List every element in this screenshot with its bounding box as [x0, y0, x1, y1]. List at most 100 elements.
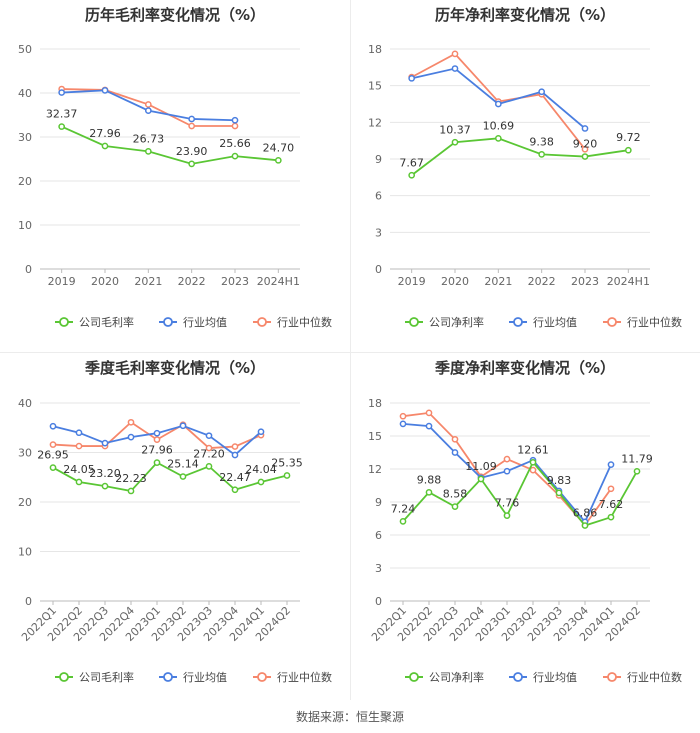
y-tick-label: 0: [25, 263, 32, 276]
series-line-company: [411, 137, 629, 176]
data-point-avg: [399, 420, 407, 428]
legend-label-median: 行业中位数: [627, 670, 682, 684]
data-label: 27.20: [193, 447, 225, 460]
data-point-company: [231, 152, 239, 160]
chart-panel-quarterly-net-margin: 季度净利率变化情况（%） 0 3 6 9 12 15 18 2022Q1 2022Q2 2022Q…: [350, 353, 700, 705]
data-point-avg: [205, 432, 213, 440]
data-label: 11.09: [465, 460, 497, 473]
legend-label-company: 公司毛利率: [79, 315, 134, 329]
data-point-company: [581, 153, 589, 160]
x-tick-label: 2021: [484, 275, 512, 288]
data-point-company: [205, 463, 213, 470]
data-point-median: [75, 442, 83, 450]
legend-label-avg: 行业均值: [533, 316, 577, 329]
legend-marker-avg: [513, 317, 523, 327]
legend-marker-avg: [163, 672, 173, 682]
data-point-median: [503, 455, 511, 463]
y-tick-label: 10: [18, 219, 32, 232]
data-point-avg: [607, 461, 615, 468]
data-point-company: [494, 134, 502, 142]
data-point-company: [49, 464, 57, 471]
data-point-avg: [538, 88, 546, 96]
y-tick-label: 3: [375, 226, 382, 239]
x-tick-label: 2021: [134, 275, 162, 288]
data-point-median: [144, 101, 152, 108]
data-point-median: [49, 441, 57, 448]
data-point-company: [188, 160, 196, 168]
data-label: 26.95: [37, 449, 69, 462]
data-point-avg: [101, 439, 109, 447]
data-point-company: [58, 123, 66, 130]
legend-marker-avg: [513, 672, 523, 682]
legend-marker-company: [409, 672, 419, 682]
data-label: 22.23: [115, 472, 147, 485]
chart-panel-annual-gross-margin: 历年毛利率变化情况（%） 0 10 20 30 40 50 2019 2020 2021 2022…: [0, 0, 350, 352]
data-label: 7.67: [399, 156, 424, 169]
chart-svg: 0 3 6 9 12 15 18 2019 2020 2021 2022 2023 2024H1 7.67…: [368, 43, 682, 329]
series-line-company: [61, 125, 279, 165]
data-label: 25.14: [167, 458, 199, 471]
legend-marker-avg: [163, 317, 173, 327]
data-point-median: [451, 435, 459, 443]
series-line-company: [402, 460, 638, 527]
data-point-company: [451, 503, 459, 510]
data-point-company: [153, 459, 161, 466]
y-tick-label: 0: [25, 595, 32, 608]
data-label: 9.72: [616, 131, 641, 144]
y-tick-label: 6: [375, 529, 382, 542]
data-point-median: [529, 466, 537, 474]
data-point-avg: [494, 100, 502, 108]
legend-label-avg: 行业均值: [183, 671, 227, 684]
data-label: 32.37: [46, 108, 78, 121]
data-label: 9.38: [529, 135, 554, 148]
x-tick-label: 2024H1: [607, 275, 650, 288]
data-point-avg: [231, 116, 239, 124]
data-point-avg: [127, 433, 135, 441]
chart-title: 历年毛利率变化情况（%）: [84, 6, 266, 24]
data-label: 7.76: [495, 497, 520, 510]
data-point-avg: [49, 422, 57, 430]
data-point-median: [581, 145, 589, 153]
data-point-avg: [231, 451, 239, 459]
data-source-note: 数据来源：恒生聚源: [295, 710, 404, 724]
y-tick-label: 12: [368, 463, 382, 476]
data-point-company: [581, 522, 589, 529]
data-point-avg: [425, 422, 433, 430]
legend-marker-median: [607, 317, 617, 327]
data-point-company: [144, 148, 152, 155]
y-tick-label: 30: [18, 447, 32, 460]
x-tick-label: 2023: [571, 275, 599, 288]
chart-panel-annual-net-margin: 历年净利率变化情况（%） 0 3 6 9 12 15 18 2019 2020 2021 2022 2…: [350, 0, 700, 352]
y-tick-label: 30: [18, 131, 32, 144]
data-point-median: [607, 485, 615, 493]
data-point-company: [231, 486, 239, 494]
y-tick-label: 20: [18, 496, 32, 509]
data-label: 10.37: [439, 123, 471, 136]
data-label: 11.79: [621, 452, 653, 465]
y-tick-label: 0: [375, 595, 382, 608]
data-point-company: [529, 458, 537, 466]
data-point-median: [231, 122, 239, 130]
chart-panel-quarterly-gross-margin: 季度毛利率变化情况（%） 0 10 20 30 40 2022Q1 2022Q2 2022Q3…: [0, 353, 350, 705]
horizontal-divider: [0, 352, 700, 353]
legend-label-median: 行业中位数: [277, 670, 332, 684]
data-point-company: [503, 512, 511, 519]
data-label: 23.90: [176, 145, 208, 158]
legend-label-median: 行业中位数: [627, 315, 682, 329]
legend-marker-median: [607, 672, 617, 682]
data-point-company: [624, 146, 632, 154]
chart-svg: 0102030402022Q12022Q22022Q32022Q42023Q12…: [18, 397, 332, 684]
data-point-company: [274, 156, 282, 164]
y-tick-label: 9: [375, 153, 382, 166]
data-point-median: [425, 409, 433, 417]
x-tick-label: 2022: [178, 275, 206, 288]
data-point-company: [477, 475, 485, 483]
data-point-company: [101, 482, 109, 490]
data-point-company: [451, 138, 459, 146]
data-label: 27.96: [141, 444, 173, 457]
data-point-avg: [188, 115, 196, 123]
x-tick-label: 2019: [48, 275, 76, 288]
data-point-median: [127, 418, 135, 426]
y-tick-label: 0: [375, 263, 382, 276]
legend-marker-company: [59, 672, 69, 682]
